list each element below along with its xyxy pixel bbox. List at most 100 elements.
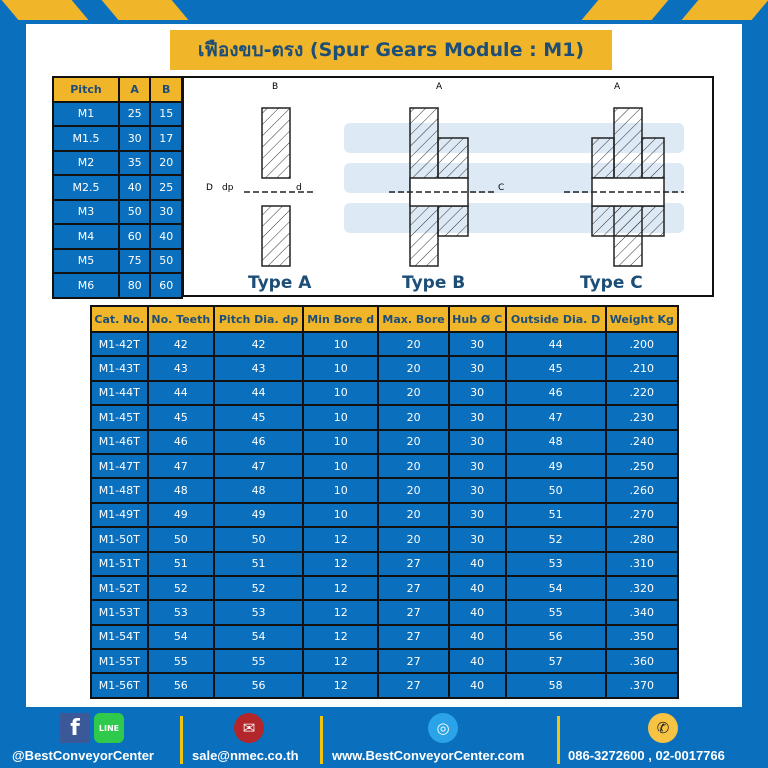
facebook-icon[interactable]: f xyxy=(60,713,90,743)
spec-row: M1-54T 54 54 12 27 40 56.350 xyxy=(90,623,680,651)
table-cell: 27 xyxy=(377,550,450,577)
column-header: No. Teeth xyxy=(146,305,216,333)
pitch-row: M1.5 30 17 xyxy=(52,125,183,152)
table-cell: 56 xyxy=(213,672,305,699)
table-cell: 53 xyxy=(146,599,216,626)
table-cell: 47 xyxy=(146,452,216,480)
table-cell: M1-47T xyxy=(90,452,149,480)
table-cell: 58 xyxy=(504,672,607,699)
table-cell: 12 xyxy=(302,599,380,626)
table-cell: 45 xyxy=(504,355,607,382)
column-header: Min Bore d xyxy=(302,305,380,333)
type-b-drawing xyxy=(389,107,494,267)
table-cell: M1.5 xyxy=(52,125,120,152)
table-cell: 45 xyxy=(146,404,216,431)
table-cell: 55 xyxy=(146,648,216,675)
pitch-row: M5 75 50 xyxy=(52,247,183,274)
table-cell: 40 xyxy=(447,648,507,675)
table-cell: M2.5 xyxy=(52,174,120,201)
table-cell: 52 xyxy=(504,526,607,553)
pitch-row: M2 35 20 xyxy=(52,149,183,176)
table-cell: 54 xyxy=(504,574,607,602)
table-cell: M6 xyxy=(52,272,120,299)
type-c-label: Type C xyxy=(580,273,643,293)
table-cell: .320 xyxy=(604,574,680,602)
table-cell: 20 xyxy=(377,330,450,358)
table-cell: 30 xyxy=(447,379,507,407)
divider xyxy=(180,716,183,764)
table-cell: 52 xyxy=(146,574,216,602)
column-header: Max. Bore xyxy=(377,305,450,333)
table-cell: 20 xyxy=(377,379,450,407)
table-cell: 42 xyxy=(213,330,305,358)
spec-row: M1-43T 43 43 10 20 30 45.210 xyxy=(90,355,680,382)
table-cell: .310 xyxy=(604,550,680,577)
pitch-row: M3 50 30 xyxy=(52,198,183,225)
table-cell: 30 xyxy=(117,125,152,152)
type-a-drawing xyxy=(244,107,314,267)
table-cell: .280 xyxy=(604,526,680,553)
email-link[interactable]: sale@nmec.co.th xyxy=(192,748,299,763)
table-cell: M4 xyxy=(52,223,120,250)
table-cell: 15 xyxy=(149,100,183,127)
table-cell: M1-55T xyxy=(90,648,149,675)
table-cell: 55 xyxy=(213,648,305,675)
line-icon[interactable]: LINE xyxy=(94,713,124,743)
table-cell: 10 xyxy=(302,477,380,504)
table-cell: .350 xyxy=(604,623,680,651)
table-cell: 27 xyxy=(377,672,450,699)
table-cell: 30 xyxy=(149,198,183,225)
table-cell: 56 xyxy=(146,672,216,699)
table-cell: 10 xyxy=(302,330,380,358)
table-cell: 27 xyxy=(377,623,450,651)
table-cell: M1-54T xyxy=(90,623,149,651)
column-header: Cat. No. xyxy=(90,305,149,333)
table-cell: 35 xyxy=(117,149,152,176)
table-cell: 30 xyxy=(447,477,507,504)
table-cell: M1-56T xyxy=(90,672,149,699)
divider xyxy=(557,716,560,764)
divider xyxy=(320,716,323,764)
table-cell: 56 xyxy=(504,623,607,651)
dim-label-bore: d xyxy=(296,183,302,193)
pitch-row: M6 80 60 xyxy=(52,272,183,299)
table-cell: 12 xyxy=(302,672,380,699)
table-cell: .370 xyxy=(604,672,680,699)
page-title: เฟืองขบ-ตรง (Spur Gears Module : M1) xyxy=(170,30,612,70)
spec-row: M1-50T 50 50 12 20 30 52.280 xyxy=(90,526,680,553)
table-cell: 44 xyxy=(213,379,305,407)
table-cell: 20 xyxy=(377,452,450,480)
table-cell: 20 xyxy=(377,526,450,553)
table-cell: 40 xyxy=(447,599,507,626)
table-cell: 20 xyxy=(377,355,450,382)
table-cell: 25 xyxy=(149,174,183,201)
dim-label-d: D xyxy=(206,183,213,193)
spec-row: M1-56T 56 56 12 27 40 58.370 xyxy=(90,672,680,699)
table-cell: M1-43T xyxy=(90,355,149,382)
table-cell: 49 xyxy=(213,501,305,529)
table-cell: 12 xyxy=(302,574,380,602)
column-header: B xyxy=(149,76,183,103)
column-header: Pitch xyxy=(52,76,120,103)
table-cell: 47 xyxy=(213,452,305,480)
table-cell: 51 xyxy=(213,550,305,577)
table-cell: .340 xyxy=(604,599,680,626)
table-cell: 55 xyxy=(504,599,607,626)
table-cell: 27 xyxy=(377,648,450,675)
social-handle[interactable]: @BestConveyorCenter xyxy=(12,748,154,763)
table-cell: 10 xyxy=(302,452,380,480)
website-link[interactable]: www.BestConveyorCenter.com xyxy=(332,748,525,763)
decor-stripe xyxy=(1,0,89,20)
table-cell: M1-42T xyxy=(90,330,149,358)
table-cell: 27 xyxy=(377,574,450,602)
dim-label-a: A xyxy=(436,82,443,92)
spec-row: M1-47T 47 47 10 20 30 49.250 xyxy=(90,452,680,480)
table-cell: 30 xyxy=(447,526,507,553)
spec-row: M1-46T 46 46 10 20 30 48.240 xyxy=(90,428,680,455)
table-cell: 10 xyxy=(302,404,380,431)
table-cell: .250 xyxy=(604,452,680,480)
type-b-label: Type B xyxy=(402,273,466,293)
table-cell: 20 xyxy=(377,477,450,504)
decor-stripe xyxy=(101,0,189,20)
spec-row: M1-42T 42 42 10 20 30 44.200 xyxy=(90,330,680,358)
